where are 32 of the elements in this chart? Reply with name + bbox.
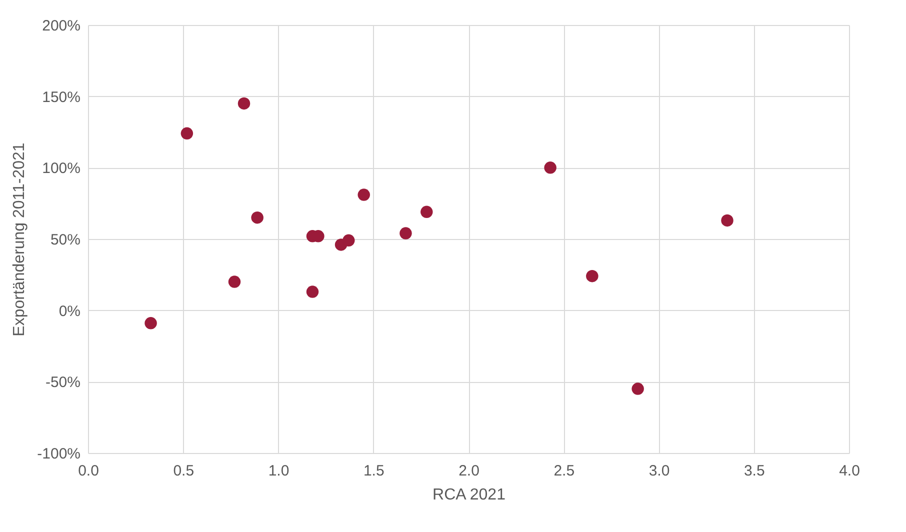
y-tick-label: 50% (50, 232, 80, 248)
x-axis-title: RCA 2021 (432, 486, 506, 504)
x-tick-label: 2.5 (554, 462, 575, 480)
y-axis-title: Exportänderung 2011-2021 (11, 142, 28, 336)
y-tick-label: -50% (45, 374, 80, 392)
point (342, 234, 355, 247)
x-tick-label: 3.5 (744, 462, 765, 480)
point (721, 214, 734, 227)
y-tick-label: 150% (42, 88, 80, 106)
point (238, 97, 250, 110)
point (144, 317, 157, 330)
x-tick-label: 4.0 (839, 462, 860, 480)
point (358, 188, 370, 201)
y-tick-label: -100% (37, 446, 80, 462)
point (420, 206, 433, 218)
point (544, 162, 556, 174)
x-tick-label: 0.5 (173, 462, 194, 480)
point (586, 270, 598, 282)
x-tick-label: 2.0 (458, 462, 480, 480)
x-tick-label: 1.5 (363, 462, 384, 480)
y-tick-label: 0% (58, 302, 80, 320)
point (180, 127, 194, 140)
x-tick-label: 3.0 (648, 462, 670, 480)
y-tick-label: 200% (42, 18, 80, 34)
x-tick-label: 1.0 (268, 462, 290, 480)
point (251, 211, 264, 224)
x-tick-label: 0.0 (78, 462, 99, 480)
point (632, 382, 644, 395)
point (400, 227, 412, 240)
y-tick-label: 100% (42, 160, 80, 178)
point (306, 286, 319, 298)
point (228, 276, 241, 288)
